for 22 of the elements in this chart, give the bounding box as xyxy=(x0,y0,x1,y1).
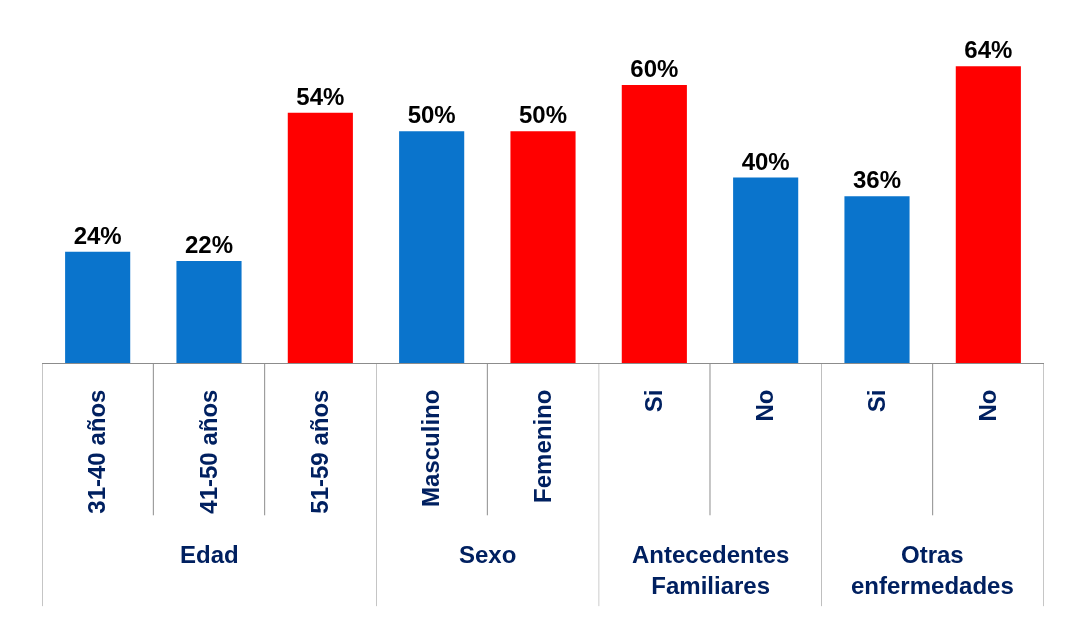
x-tick-label: Si xyxy=(640,389,668,413)
data-label: 24% xyxy=(73,221,122,249)
data-label: 22% xyxy=(184,231,234,259)
data-label: 50% xyxy=(407,101,456,129)
x-tick-label: Si xyxy=(862,389,890,413)
x-axis-title: Sexo xyxy=(459,541,517,568)
x-tick-label: No xyxy=(751,389,779,422)
x-tick-label: Femenino xyxy=(528,389,556,503)
data-label: 60% xyxy=(630,54,679,82)
x-tick-label: Masculino xyxy=(417,389,445,507)
x-tick-label: No xyxy=(974,389,1002,422)
x-tick-label: 41-50 años xyxy=(194,389,222,514)
data-label: 54% xyxy=(296,82,345,110)
data-label: 50% xyxy=(518,101,568,129)
data-label: 64% xyxy=(964,36,1013,64)
data-label: 36% xyxy=(852,166,902,194)
x-tick-label: 31-40 años xyxy=(83,389,111,514)
x-axis-title: Edad xyxy=(180,541,239,568)
data-label: 40% xyxy=(741,147,790,175)
x-axis-title: Antecedentes Familiares xyxy=(632,541,790,600)
x-axis-title: Otras enfermedades xyxy=(851,541,1014,600)
x-tick-label: 51-59 años xyxy=(306,389,334,514)
